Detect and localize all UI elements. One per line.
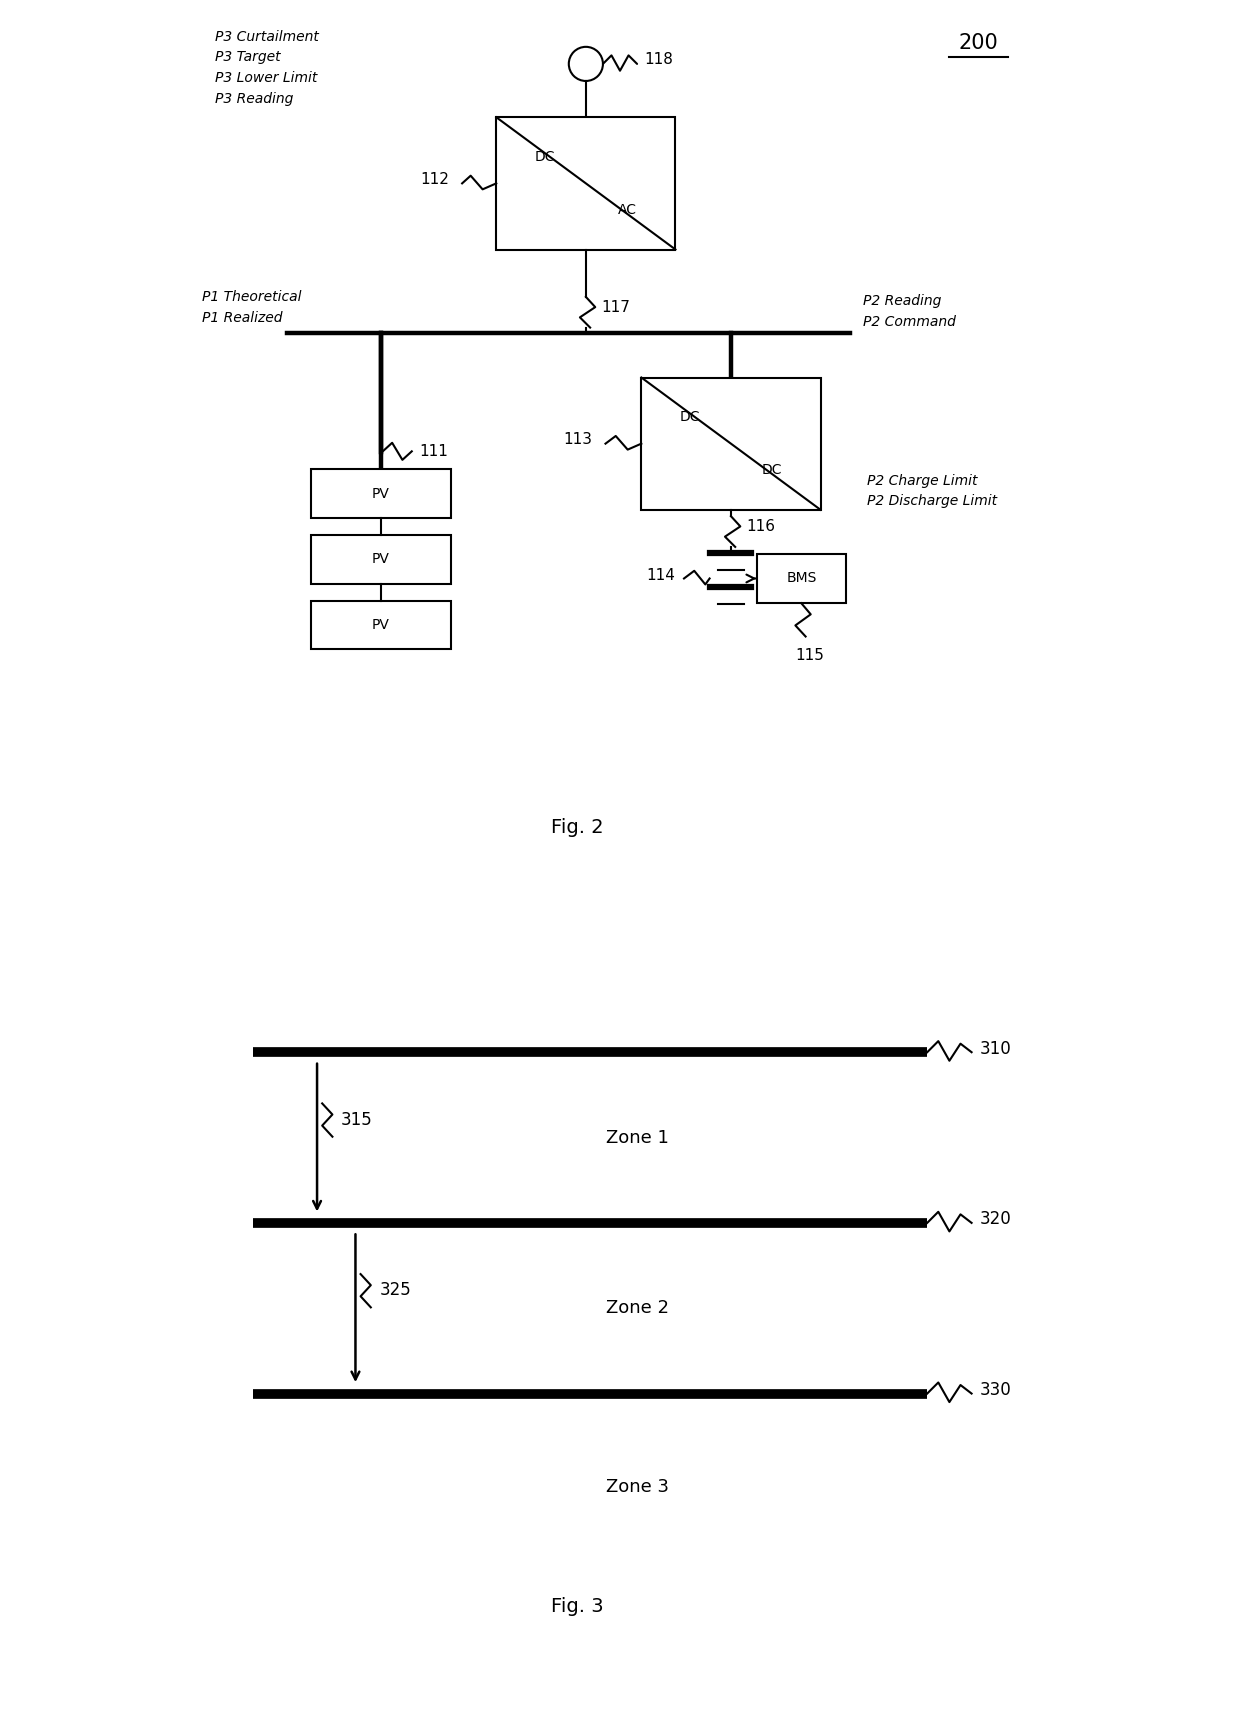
Text: P1 Theoretical
P1 Realized: P1 Theoretical P1 Realized [202, 289, 301, 325]
Text: PV: PV [372, 487, 391, 501]
Text: Zone 2: Zone 2 [605, 1298, 668, 1317]
Text: 112: 112 [420, 172, 449, 186]
Text: 118: 118 [644, 52, 673, 67]
Text: DC: DC [534, 150, 554, 164]
Text: 310: 310 [980, 1040, 1012, 1057]
Bar [311, 470, 451, 518]
Text: 114: 114 [646, 568, 676, 582]
Text: Zone 1: Zone 1 [605, 1128, 668, 1147]
Text: P2 Reading
P2 Command: P2 Reading P2 Command [863, 294, 956, 329]
Text: 315: 315 [341, 1111, 373, 1128]
Text: Fig. 2: Fig. 2 [551, 818, 604, 837]
Text: 325: 325 [379, 1281, 412, 1300]
Text: Zone 3: Zone 3 [605, 1479, 668, 1496]
Text: P2 Charge Limit
P2 Discharge Limit: P2 Charge Limit P2 Discharge Limit [868, 474, 998, 508]
Bar [496, 117, 676, 250]
Text: 115: 115 [795, 647, 825, 663]
Text: DC: DC [761, 463, 782, 477]
Text: 330: 330 [980, 1381, 1012, 1400]
Text: P3 Curtailment
P3 Target
P3 Lower Limit
P3 Reading: P3 Curtailment P3 Target P3 Lower Limit … [215, 29, 319, 105]
Text: PV: PV [372, 618, 391, 632]
Text: 200: 200 [959, 33, 998, 53]
Bar [756, 554, 846, 603]
Bar [311, 601, 451, 649]
Text: PV: PV [372, 553, 391, 567]
Text: Fig. 3: Fig. 3 [551, 1598, 604, 1617]
Text: 320: 320 [980, 1211, 1012, 1228]
Text: DC: DC [680, 410, 699, 424]
Bar [641, 377, 821, 510]
Text: AC: AC [618, 203, 636, 217]
Text: BMS: BMS [786, 572, 816, 585]
Text: 111: 111 [419, 444, 449, 458]
Bar [311, 536, 451, 584]
Text: 113: 113 [563, 432, 591, 448]
Text: 117: 117 [601, 300, 630, 315]
Text: 116: 116 [746, 518, 775, 534]
